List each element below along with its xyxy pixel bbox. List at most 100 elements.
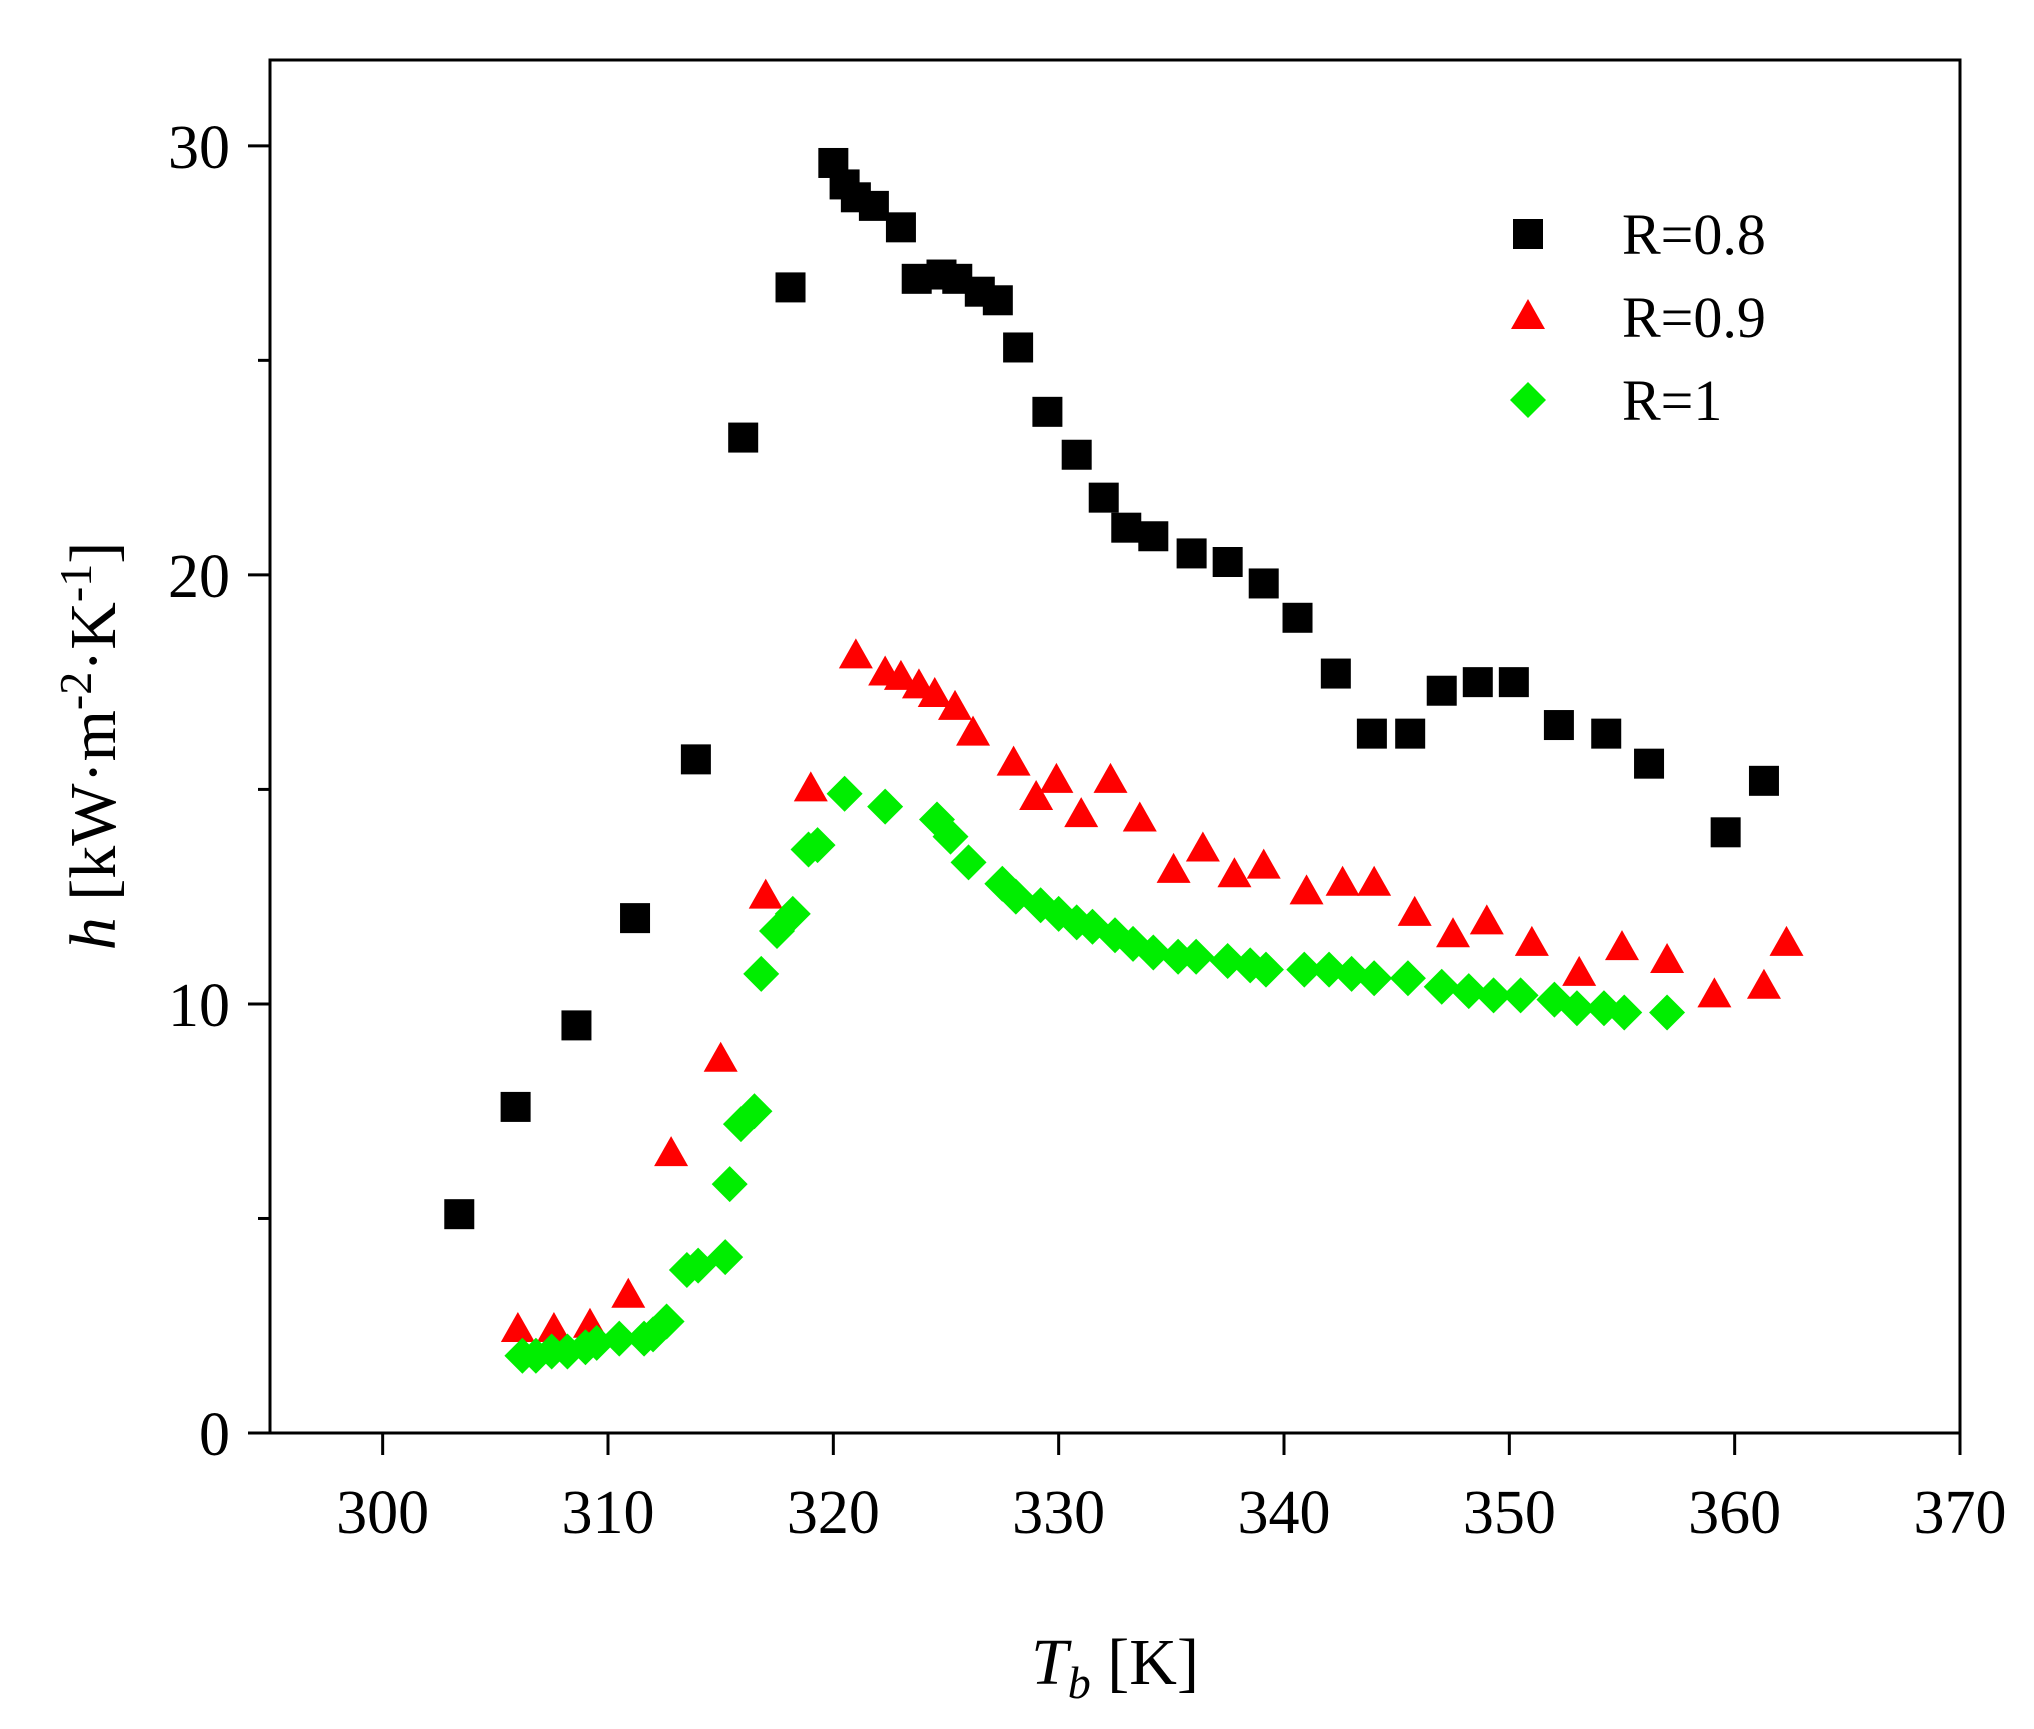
data-point [1111,512,1142,543]
data-point [1356,718,1387,749]
axis-tick-labels: 300 310 320 330 340 350 360 370 0 10 20 30 [168,114,2007,1547]
y-axis-title-sup2: -1 [50,564,101,602]
y-axis-title-sup1: -2 [50,672,101,710]
data-point [1333,955,1370,992]
data-point [1649,994,1686,1031]
data-point [793,771,828,802]
data-point [1475,977,1512,1014]
x-tick-label: 320 [787,1479,880,1547]
data-point [1032,396,1063,427]
y-tick-label: 0 [199,1401,230,1469]
data-point [1246,848,1281,879]
x-tick-label: 340 [1238,1479,1331,1547]
data-point [444,1199,475,1230]
data-point [1185,831,1220,862]
data-point [578,1324,615,1361]
data-point [1325,865,1360,896]
data-point [1176,538,1207,569]
data-point [1122,801,1157,832]
data-point [956,715,991,746]
y-axis-title-unit-start: [kW·m [57,710,130,917]
data-point [838,638,873,669]
data-point [654,1136,689,1167]
data-point [1423,968,1460,1005]
series-R=1 [504,775,1686,1374]
data-point [1248,568,1279,599]
data-point [1426,675,1457,706]
data-point [1093,762,1128,793]
legend: R=0.8 R=0.9 R=1 [1510,202,1766,433]
data-point [561,1010,592,1041]
data-point [728,422,759,453]
data-point [1562,955,1597,986]
data-point [1357,865,1392,896]
data-point [774,895,811,932]
data-point [799,827,836,864]
data-point [1462,667,1493,698]
data-point [1389,960,1426,997]
data-point [1498,667,1529,698]
legend-marker-diamond [1510,382,1546,418]
axis-ticks [248,144,1962,1455]
x-tick-label: 350 [1463,1479,1556,1547]
data-point [1160,938,1197,975]
x-tick-label: 310 [562,1479,655,1547]
data-point [1247,951,1284,988]
x-axis-title-main: T [1031,1626,1072,1699]
legend-label: R=0.9 [1622,285,1766,350]
data-point [867,788,904,825]
x-tick-label: 330 [1012,1479,1105,1547]
data-point [1748,765,1779,796]
data-point [1746,968,1781,999]
data-point [711,1166,748,1203]
data-point [1282,602,1313,633]
data-point [1450,973,1487,1010]
data-point [1502,977,1539,1014]
y-tick-label: 30 [168,114,230,182]
data-point [982,285,1013,316]
y-axis-title-unit-end: ] [57,542,130,564]
data-point [500,1312,535,1343]
data-point [1039,762,1074,793]
data-point [1769,925,1804,956]
x-axis-title: Tb [K] [1031,1626,1199,1708]
x-axis-title-unit: [K] [1091,1626,1199,1699]
series-R=0.9 [500,638,1804,1343]
data-point [1135,934,1172,971]
data-point [1469,904,1504,935]
data-point [1178,938,1215,975]
x-axis-title-subscript: b [1068,1657,1091,1708]
data-point [1436,917,1470,948]
data-point [1212,547,1243,578]
data-point [743,955,780,992]
legend-label: R=1 [1622,368,1722,433]
y-axis-title-unit-mid: ·K [57,602,130,672]
data-point [883,659,918,690]
data-point [1356,960,1393,997]
data-point [1543,710,1574,741]
data-point [1650,943,1685,974]
series-R=0.8 [444,147,1779,1230]
data-point [1061,439,1092,470]
y-tick-label: 10 [168,972,230,1040]
data-point [858,190,889,221]
data-point [1558,990,1595,1027]
data-point [996,745,1031,776]
data-point [1064,797,1099,828]
data-point [1209,943,1246,980]
data-point [707,1239,744,1276]
data-point [1605,930,1639,961]
data-point [775,272,806,303]
data-point [1003,332,1034,363]
data-point [536,1312,571,1343]
data-point [950,844,987,881]
data-point [997,878,1034,915]
data-point [938,689,973,720]
y-axis-title-main: h [57,917,130,950]
legend-marker-triangle [1511,299,1545,329]
data-point [1397,895,1432,926]
x-tick-label: 360 [1688,1479,1781,1547]
legend-marker-square [1513,219,1543,249]
